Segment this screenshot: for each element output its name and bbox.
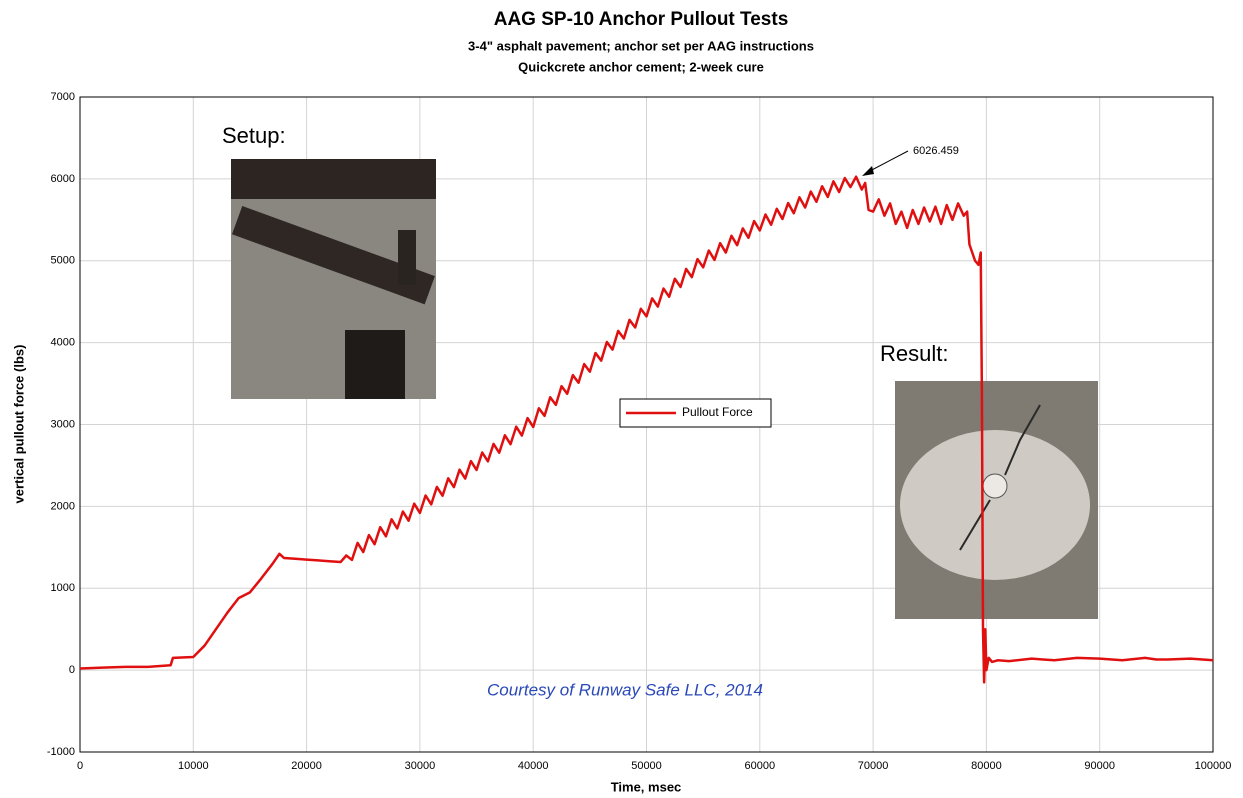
- y-tick-label: 5000: [51, 255, 75, 267]
- x-tick-label: 100000: [1195, 760, 1232, 772]
- chart-title: AAG SP-10 Anchor Pullout Tests: [494, 9, 789, 30]
- credit: Courtesy of Runway Safe LLC, 2014: [487, 680, 763, 699]
- y-tick-label: 0: [69, 664, 75, 676]
- legend: Pullout Force: [620, 399, 771, 427]
- annotation: Setup:: [222, 123, 286, 148]
- photo-detail: [345, 330, 405, 399]
- y-axis-label: vertical pullout force (lbs): [11, 345, 26, 504]
- peak-arrow-head: [862, 166, 874, 176]
- chart: AAG SP-10 Anchor Pullout Tests 3-4" asph…: [0, 0, 1243, 798]
- y-tick-label: 1000: [51, 582, 75, 594]
- x-tick-label: 70000: [858, 760, 889, 772]
- y-tick-label: -1000: [47, 746, 75, 758]
- chart-subtitle: Quickcrete anchor cement; 2-week cure: [518, 59, 764, 74]
- chart-subtitle: 3-4" asphalt pavement; anchor set per AA…: [468, 38, 814, 53]
- x-tick-label: 90000: [1084, 760, 1115, 772]
- legend-label: Pullout Force: [682, 405, 753, 419]
- peak-arrow: [868, 151, 908, 172]
- peak-label: 6026.459: [913, 145, 959, 157]
- x-tick-label: 20000: [291, 760, 322, 772]
- y-tick-label: 2000: [51, 500, 75, 512]
- x-tick-label: 40000: [518, 760, 549, 772]
- x-tick-label: 50000: [631, 760, 662, 772]
- photo-detail: [231, 159, 436, 199]
- photo-detail: [900, 430, 1090, 580]
- y-tick-label: 4000: [51, 337, 75, 349]
- y-tick-label: 6000: [51, 173, 75, 185]
- y-tick-label: 3000: [51, 418, 75, 430]
- annotation: Result:: [880, 341, 948, 366]
- x-tick-label: 30000: [405, 760, 436, 772]
- x-tick-label: 10000: [178, 760, 209, 772]
- x-tick-label: 0: [77, 760, 83, 772]
- photo-detail: [983, 474, 1007, 498]
- photo-detail: [398, 230, 416, 285]
- x-tick-label: 80000: [971, 760, 1002, 772]
- x-axis-label: Time, msec: [611, 779, 682, 794]
- x-tick-label: 60000: [745, 760, 776, 772]
- y-tick-label: 7000: [51, 91, 75, 103]
